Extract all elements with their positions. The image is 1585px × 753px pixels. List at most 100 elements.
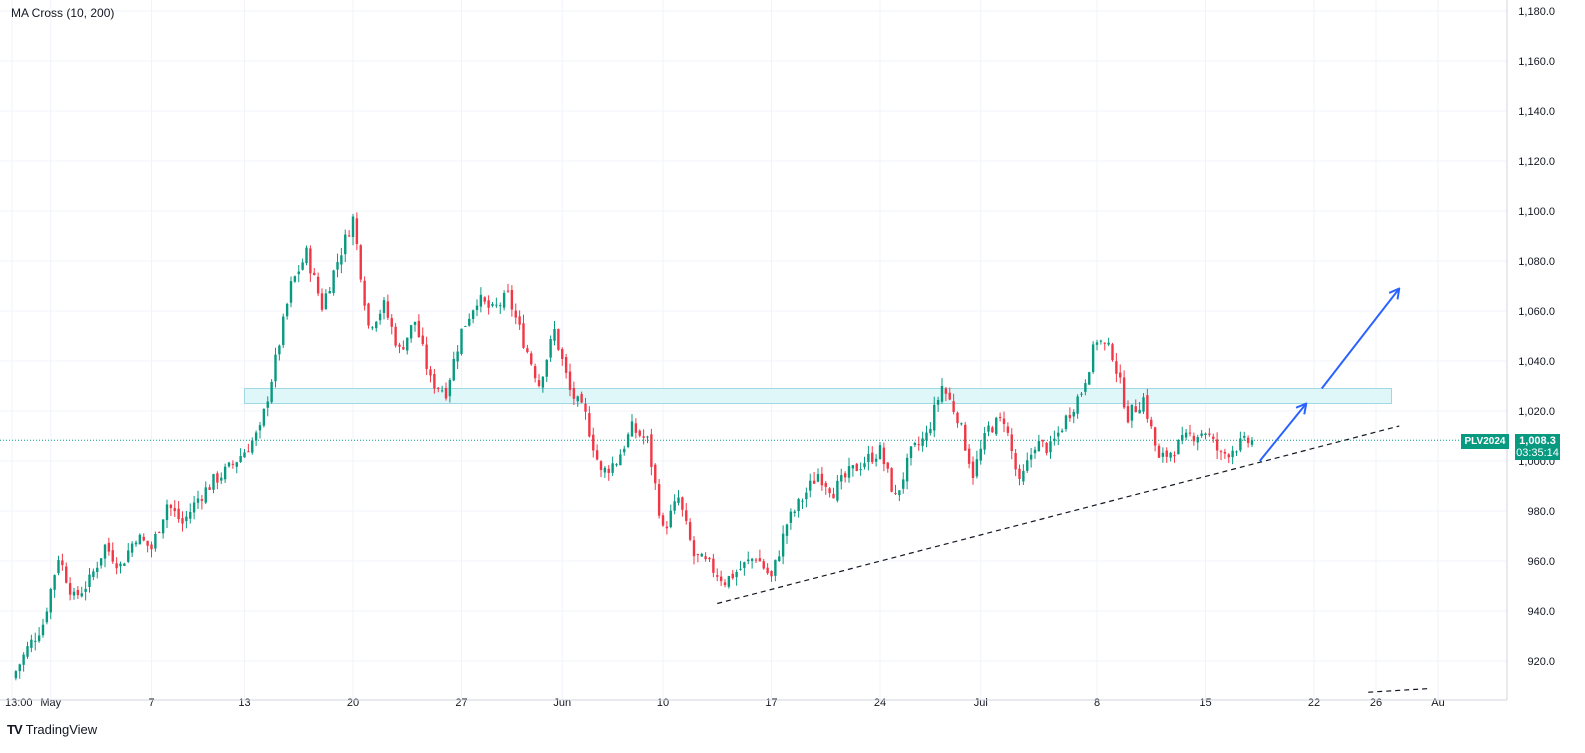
candle [871,446,874,465]
candle-body [247,451,250,453]
candle [355,212,359,251]
candle-body [960,423,963,425]
candle [557,328,560,351]
candle-body [72,591,76,596]
candle [580,391,583,404]
candle-body [227,462,231,467]
candle-body [1029,454,1033,460]
candle [824,480,827,495]
candle-body [351,216,355,237]
candle-body [921,438,924,446]
candle-body [692,540,696,557]
candle-body [448,379,452,397]
candle [514,303,517,325]
candle-body [363,280,366,306]
candle [115,557,118,575]
candle [223,463,227,483]
candle [1142,392,1145,415]
candle [987,421,990,437]
candle [696,553,700,563]
candle [305,245,308,266]
tradingview-logo-icon: TV [7,722,23,737]
projection-arrow[interactable] [1320,287,1401,390]
candle [324,289,328,310]
candle-body [909,446,913,459]
candle-body [123,563,126,566]
resistance-zone[interactable] [244,388,1392,404]
candle [41,618,45,638]
candle-body [433,374,436,389]
candle [204,481,207,505]
candle-body [1084,383,1087,392]
y-tick-label: 980.0 [1527,506,1555,518]
candle-body [1204,433,1207,436]
candle [227,461,231,468]
candle-body [1246,437,1250,443]
candle [917,436,920,451]
candle [251,437,254,455]
candle [708,557,711,563]
candle [1153,426,1157,452]
indicator-legend[interactable]: MA Cross (10, 200) [11,6,115,20]
candle [719,570,723,586]
candle-body [836,480,839,501]
projection-arrow[interactable] [1258,402,1308,462]
candle [65,562,68,584]
arrow-shaft [1320,287,1401,390]
candle-body [793,511,796,514]
candle-body [886,462,889,469]
candle [975,450,979,479]
candle [1057,426,1060,446]
candle-body [824,482,827,487]
candle-body [452,358,455,381]
candle-body [502,293,506,308]
candle [727,575,731,589]
candle [1169,451,1172,462]
candle-body [429,369,432,376]
candle [809,473,812,498]
candle-body [650,434,653,467]
candle [995,416,998,437]
candle-body [282,316,285,346]
trendline-extension[interactable] [1368,687,1431,693]
candle-body [905,457,909,482]
candle [169,503,173,516]
candle [1103,342,1106,351]
candle-body [634,423,638,433]
candle-body [142,536,145,541]
candle [456,344,459,370]
candle-body [1095,342,1099,345]
candle-body [770,571,773,577]
candle-body [1215,439,1219,451]
candle-body [754,559,758,561]
candle [863,456,866,470]
candle-body [119,563,122,567]
candle-body [301,262,304,270]
candle-body [995,417,998,435]
tradingview-branding[interactable]: TV TradingView [7,722,97,737]
candle [313,268,316,276]
y-tick-label: 920.0 [1527,656,1555,668]
candle-body [413,321,417,325]
candle-body [340,255,343,265]
x-tick-label: 13 [238,697,250,709]
candle [382,297,386,320]
candle-body [518,316,521,325]
candle [220,472,223,485]
support-trendline[interactable] [717,425,1400,605]
candle-body [871,452,874,463]
candle [770,570,773,582]
x-tick-label: 8 [1094,697,1100,709]
candle [650,428,653,476]
candle [940,378,944,404]
candle-body [611,463,614,473]
candle [367,302,370,329]
candle-body [599,461,603,471]
candle-body [45,611,49,623]
candle-body [863,463,866,468]
candle [634,418,638,439]
candle [1041,439,1044,448]
candle [502,290,506,311]
